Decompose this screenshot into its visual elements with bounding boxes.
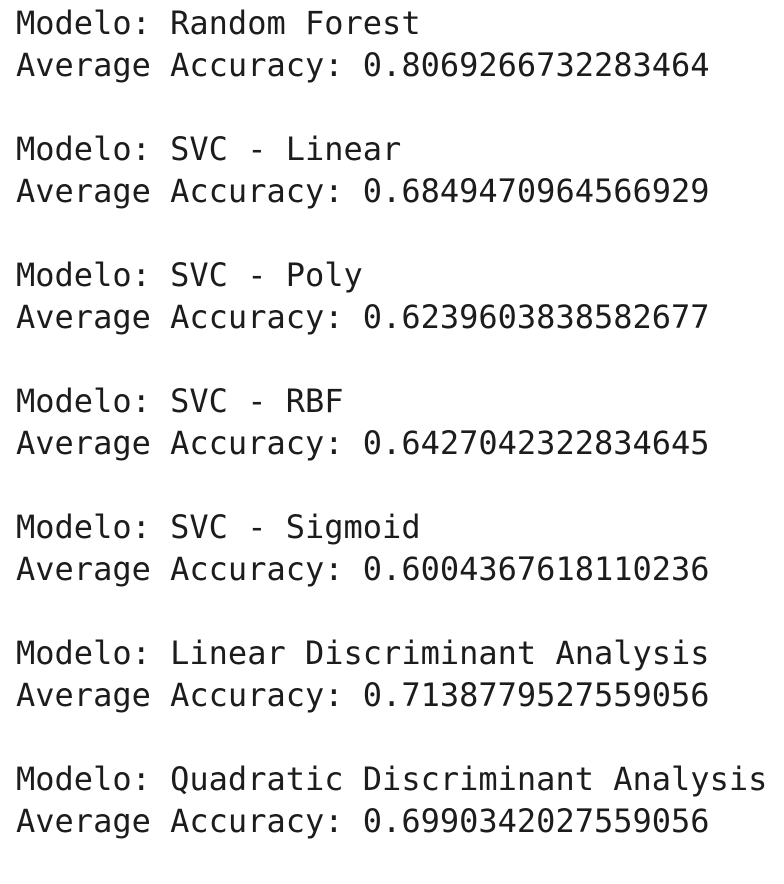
result-entry: Modelo: SVC - Sigmoid Average Accuracy: 0… bbox=[16, 506, 767, 590]
accuracy-line: Average Accuracy: 0.6239603838582677 bbox=[16, 298, 710, 336]
accuracy-line: Average Accuracy: 0.6990342027559056 bbox=[16, 802, 710, 840]
result-entry: Modelo: SVC - Poly Average Accuracy: 0.62… bbox=[16, 254, 767, 338]
model-line: Modelo: SVC - Sigmoid bbox=[16, 508, 421, 546]
model-line: Modelo: Random Forest bbox=[16, 4, 421, 42]
model-line: Modelo: SVC - RBF bbox=[16, 382, 344, 420]
accuracy-line: Average Accuracy: 0.7138779527559056 bbox=[16, 676, 710, 714]
accuracy-line: Average Accuracy: 0.6427042322834645 bbox=[16, 424, 710, 462]
result-entry: Modelo: Quadratic Discriminant Analysis A… bbox=[16, 758, 767, 842]
accuracy-line: Average Accuracy: 0.6849470964566929 bbox=[16, 172, 710, 210]
accuracy-line: Average Accuracy: 0.6004367618110236 bbox=[16, 550, 710, 588]
result-entry: Modelo: SVC - RBF Average Accuracy: 0.642… bbox=[16, 380, 767, 464]
result-entry: Modelo: Random Forest Average Accuracy: 0… bbox=[16, 2, 767, 86]
console-output: Modelo: Random Forest Average Accuracy: 0… bbox=[16, 2, 767, 884]
accuracy-line: Average Accuracy: 0.8069266732283464 bbox=[16, 46, 710, 84]
model-line: Modelo: Linear Discriminant Analysis bbox=[16, 634, 710, 672]
page: {"entries": [ {"model": "Modelo: Random … bbox=[16, 4, 768, 840]
model-line: Modelo: Quadratic Discriminant Analysis bbox=[16, 760, 768, 798]
result-entry: Modelo: SVC - Linear Average Accuracy: 0.… bbox=[16, 128, 767, 212]
model-line: Modelo: SVC - Poly bbox=[16, 256, 363, 294]
model-line: Modelo: SVC - Linear bbox=[16, 130, 402, 168]
result-entry: Modelo: Linear Discriminant Analysis Aver… bbox=[16, 632, 767, 716]
